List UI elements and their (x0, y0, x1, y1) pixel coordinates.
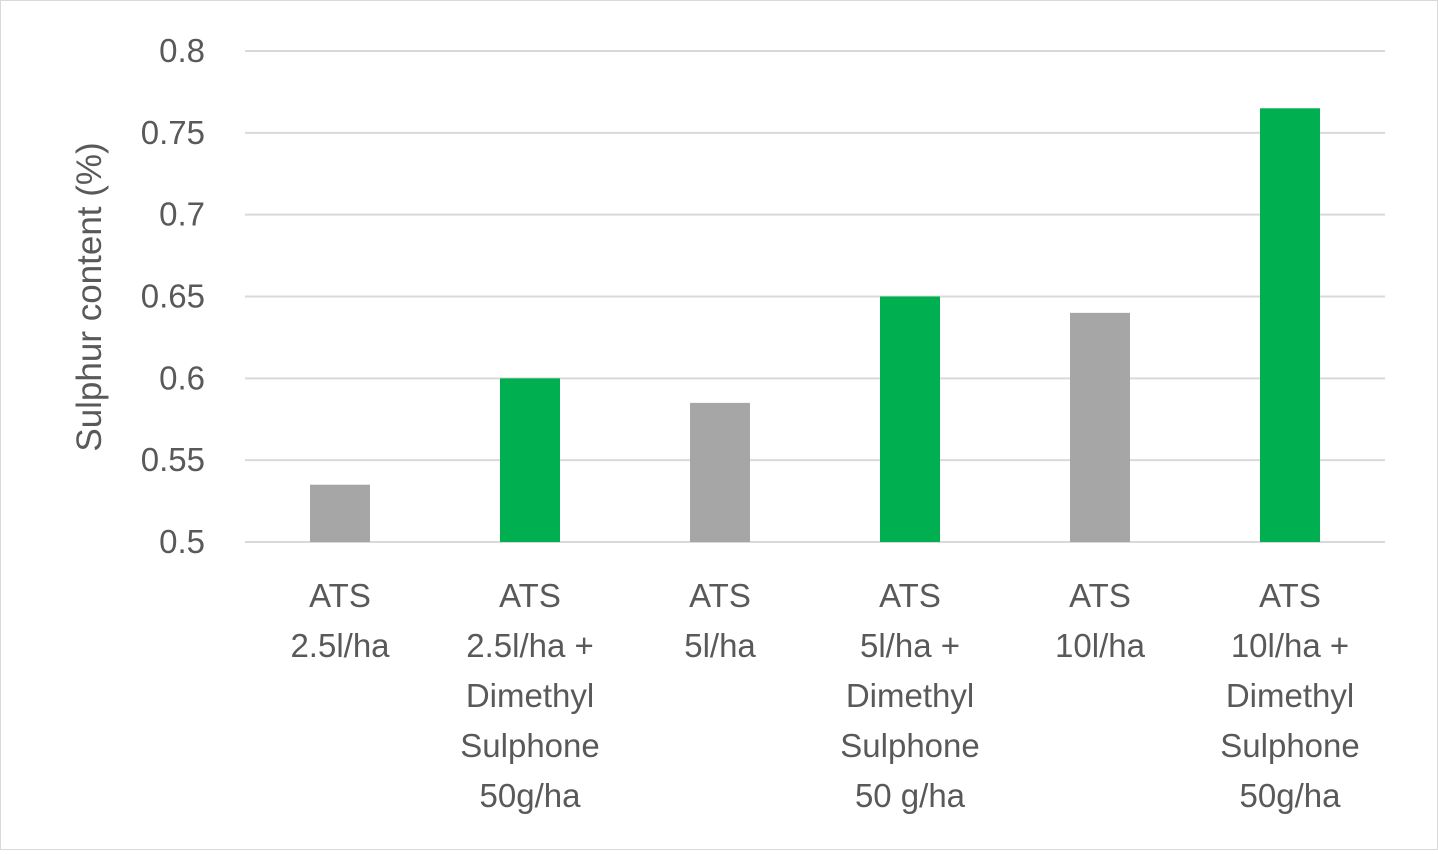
bar (1070, 312, 1130, 542)
x-category-label: ATS 5l/ha (684, 577, 756, 664)
x-category-label-line: 2.5l/ha (290, 627, 390, 664)
x-category-label: ATS 5l/ha + Dimethyl Sulphone 50 g/ha (840, 577, 979, 814)
x-category-label-line: Dimethyl (1226, 677, 1354, 714)
y-axis-title: Sulphur content (%) (70, 142, 109, 451)
x-category-label-line: ATS (879, 577, 941, 614)
y-tick-label: 0.6 (159, 359, 205, 396)
y-tick-label: 0.7 (159, 196, 205, 233)
x-category-label-line: ATS (499, 577, 561, 614)
x-category-label-line: Sulphone (460, 727, 599, 764)
gridlines (245, 50, 1385, 543)
x-category-label-line: 5l/ha (684, 627, 756, 664)
x-category-label: ATS 2.5l/ha (290, 577, 390, 664)
bar (1260, 108, 1320, 543)
y-tick-label: 0.65 (141, 278, 205, 315)
x-category-label-line: ATS (689, 577, 751, 614)
bars (310, 108, 1320, 543)
y-tick-label: 0.5 (159, 523, 205, 560)
x-category-label-line: Dimethyl (466, 677, 594, 714)
bar (500, 378, 560, 542)
x-category-label-line: ATS (309, 577, 371, 614)
x-category-label-line: ATS (1259, 577, 1321, 614)
bar (880, 296, 940, 542)
x-category-label-line: 50g/ha (1240, 777, 1342, 814)
x-category-label-line: 50g/ha (480, 777, 582, 814)
x-category-label: ATS 10l/ha (1055, 577, 1146, 664)
bar (690, 402, 750, 542)
x-axis-categories: ATS 2.5l/ha ATS 2.5l/ha + Dimethyl Sulphone 50… (290, 577, 1359, 814)
x-category-label: ATS 2.5l/ha + Dimethyl Sulphone 50g/ha (460, 577, 599, 814)
x-category-label-line: Sulphone (840, 727, 979, 764)
x-category-label-line: 10l/ha + (1231, 627, 1349, 664)
bar (310, 484, 370, 542)
x-category-label-line: 10l/ha (1055, 627, 1146, 664)
x-category-label-line: Sulphone (1220, 727, 1359, 764)
x-category-label-line: Dimethyl (846, 677, 974, 714)
y-axis-ticks: 0.5 0.55 0.6 0.65 0.7 0.75 0.8 (141, 32, 205, 560)
x-category-label-line: 50 g/ha (855, 777, 966, 814)
x-category-label: ATS 10l/ha + Dimethyl Sulphone 50g/ha (1220, 577, 1359, 814)
x-category-label-line: 2.5l/ha + (466, 627, 594, 664)
y-tick-label: 0.55 (141, 441, 205, 478)
x-category-label-line: 5l/ha + (860, 627, 960, 664)
y-tick-label: 0.75 (141, 114, 205, 151)
y-tick-label: 0.8 (159, 32, 205, 69)
x-category-label-line: ATS (1069, 577, 1131, 614)
